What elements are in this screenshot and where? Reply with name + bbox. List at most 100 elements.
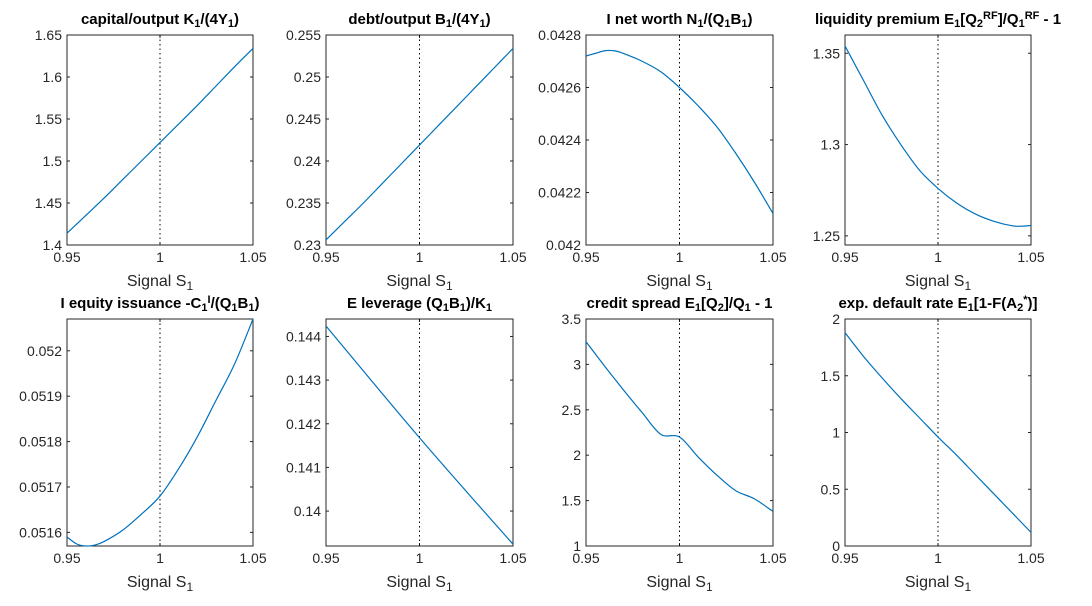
x-axis-label: Signal S1 — [905, 273, 972, 293]
y-tick-label: 1.4 — [43, 237, 63, 253]
title-text: )] — [1028, 295, 1038, 312]
x-tick-label: 1 — [416, 550, 424, 566]
title-subscript: 1 — [460, 302, 466, 314]
x-tick-label: 0.95 — [312, 249, 339, 265]
subplot-8: exp. default rate E1[1-F(A2*)]0.95 1 1.050… — [821, 294, 1045, 594]
title-text: liquidity premium E — [815, 11, 954, 28]
title-text: ]/Q — [998, 11, 1019, 28]
title-supscript: RF — [983, 10, 998, 22]
x-axis-label-subscript: 1 — [964, 580, 971, 594]
title-text: debt/output B — [348, 11, 446, 28]
x-axis-label-subscript: 1 — [706, 279, 713, 293]
y-tick-label: 1.45 — [35, 195, 62, 211]
title-subscript: 1 — [697, 18, 703, 30]
y-tick-label: 0.0422 — [538, 185, 581, 201]
title-subscript: 1 — [248, 302, 254, 314]
y-tick-label: 0.0516 — [19, 524, 62, 540]
y-tick-label: 0.14 — [294, 503, 321, 519]
title-subscript: 1 — [1019, 18, 1025, 30]
title-subscript: 1 — [724, 18, 730, 30]
x-tick-label: 0.95 — [831, 550, 858, 566]
x-tick-label: 1.05 — [239, 249, 266, 265]
title-text: ) — [747, 11, 752, 28]
x-tick-label: 1 — [156, 249, 164, 265]
title-text: I net worth N — [607, 11, 698, 28]
title-text: [Q — [701, 295, 718, 312]
y-tick-label: 1.65 — [35, 27, 62, 43]
y-tick-label: 1 — [573, 538, 581, 554]
subplot-1: capital/output K1/(4Y1)0.95 1 1.051.41.451… — [35, 11, 267, 293]
title-subscript: 1 — [486, 302, 492, 314]
title-text: I equity issuance -C — [61, 295, 202, 312]
y-tick-label: 0.5 — [821, 481, 841, 497]
title-subscript: 1 — [443, 302, 449, 314]
y-tick-label: 0.25 — [294, 69, 321, 85]
x-axis-label-subscript: 1 — [964, 279, 971, 293]
x-axis-label: Signal S1 — [127, 273, 194, 293]
y-tick-label: 1 — [832, 425, 840, 441]
subplot-7: credit spread E1[Q2]/Q1 - 10.95 1 1.0511.5… — [562, 295, 787, 594]
title-text: )/K — [466, 295, 486, 312]
series-line — [66, 318, 254, 547]
y-tick-label: 2 — [832, 311, 840, 327]
x-tick-label: 0.95 — [572, 550, 599, 566]
title-subscript: 1 — [201, 302, 207, 314]
x-tick-label: 1.05 — [499, 249, 526, 265]
series-line — [585, 341, 774, 512]
title-subscript: 1 — [480, 18, 486, 30]
y-tick-label: 0.23 — [294, 237, 321, 253]
y-tick-label: 0.042 — [546, 237, 581, 253]
subplot-2: debt/output B1/(4Y1)0.95 1 1.050.230.2350.… — [286, 11, 527, 293]
y-tick-label: 1.5 — [562, 493, 582, 509]
title-text: E leverage (Q — [347, 295, 443, 312]
y-tick-label: 1.5 — [821, 368, 841, 384]
title-subscript: 1 — [194, 18, 200, 30]
y-tick-label: 0.0424 — [538, 132, 581, 148]
x-axis-label: Signal S1 — [646, 273, 713, 293]
title-subscript: 2 — [1017, 302, 1023, 314]
y-tick-label: 0.144 — [286, 328, 321, 344]
y-tick-label: 0.245 — [286, 111, 321, 127]
series-line — [844, 332, 1032, 533]
x-axis-label-text: Signal S — [646, 574, 706, 591]
x-axis-label-subscript: 1 — [446, 580, 453, 594]
x-tick-label: 1 — [676, 550, 684, 566]
title-subscript: 1 — [446, 18, 452, 30]
x-tick-label: 1 — [934, 249, 942, 265]
y-tick-label: 0.052 — [27, 343, 62, 359]
title-subscript: 1 — [968, 302, 974, 314]
y-tick-label: 1.55 — [35, 111, 62, 127]
subplot-5: I equity issuance -C1I/(Q1B1)0.95 1 1.050.… — [19, 294, 267, 594]
y-tick-label: 0.0428 — [538, 27, 581, 43]
series-line — [585, 49, 774, 214]
x-axis-label-subscript: 1 — [446, 279, 453, 293]
title-text: /(4Y — [200, 11, 228, 28]
subplot-title: I equity issuance -C1I/(Q1B1) — [61, 294, 260, 314]
title-text: /(4Y — [452, 11, 480, 28]
subplot-title: E leverage (Q1B1)/K1 — [347, 295, 492, 314]
x-axis-label-subscript: 1 — [706, 580, 713, 594]
title-text: B — [449, 295, 460, 312]
title-text: capital/output K — [81, 11, 194, 28]
title-text: ) — [486, 11, 491, 28]
x-tick-label: 1.05 — [759, 249, 786, 265]
x-axis-label: Signal S1 — [386, 574, 453, 594]
x-tick-label: 0.95 — [572, 249, 599, 265]
x-tick-label: 0.95 — [831, 249, 858, 265]
title-subscript: 2 — [977, 18, 983, 30]
x-axis-label: Signal S1 — [386, 273, 453, 293]
x-axis-label-text: Signal S — [386, 574, 446, 591]
x-tick-label: 1 — [676, 249, 684, 265]
y-tick-label: 2 — [573, 447, 581, 463]
y-tick-label: 0.143 — [286, 372, 321, 388]
title-supscript: * — [1023, 294, 1028, 306]
title-text: credit spread E — [587, 295, 695, 312]
x-axis-label-text: Signal S — [386, 273, 446, 290]
x-tick-label: 0.95 — [53, 249, 80, 265]
x-axis-label: Signal S1 — [127, 574, 194, 594]
title-subscript: 1 — [954, 18, 960, 30]
y-tick-label: 0 — [832, 538, 840, 554]
y-tick-label: 1.35 — [813, 45, 840, 61]
y-tick-label: 0.0518 — [19, 434, 62, 450]
